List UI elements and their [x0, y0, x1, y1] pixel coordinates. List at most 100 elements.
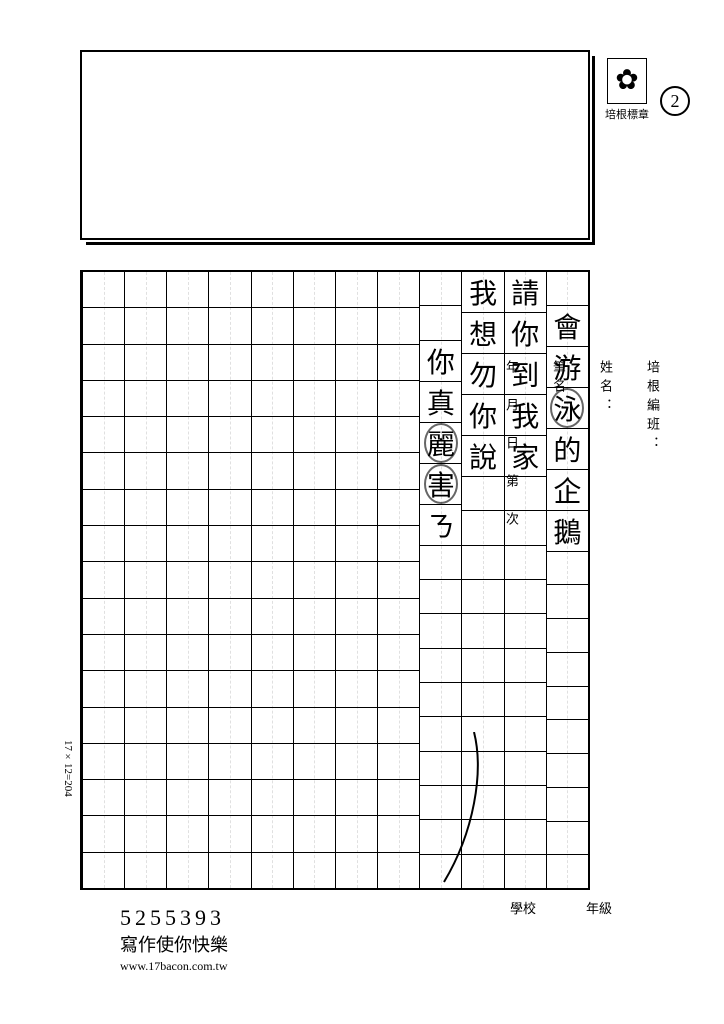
grid-cell: 你 — [462, 395, 503, 436]
grid-cell — [336, 671, 377, 707]
grid-cell — [167, 599, 208, 635]
grid-cell — [378, 381, 419, 417]
logo: ✿ 培根標章 — [605, 58, 649, 138]
grid-cell — [167, 816, 208, 852]
grid-cell — [83, 671, 124, 707]
grid-cell: 你 — [420, 341, 461, 382]
grid-col: 我想勿你說 — [461, 272, 503, 888]
correction-circle — [424, 423, 458, 463]
grid-cell — [378, 417, 419, 453]
grid-cell — [336, 562, 377, 598]
grid-cell — [209, 272, 250, 308]
grid-cell — [252, 816, 293, 852]
grid-cell — [420, 752, 461, 786]
grid-cell — [378, 453, 419, 489]
footer-slogan: 寫作使你快樂 — [120, 931, 228, 957]
grid-cell — [420, 649, 461, 683]
grid-cell — [547, 272, 588, 306]
grid-cell — [378, 853, 419, 888]
title-box — [80, 50, 590, 240]
grid-cell — [125, 671, 166, 707]
grid-cell — [294, 744, 335, 780]
grid-cell — [336, 453, 377, 489]
grid-cell — [294, 671, 335, 707]
grid-col — [251, 272, 293, 888]
grid-col — [166, 272, 208, 888]
grid-cell — [420, 786, 461, 820]
grid-cell: 會 — [547, 306, 588, 347]
grid-cell — [378, 744, 419, 780]
grid-cell — [294, 635, 335, 671]
grid-cell — [125, 308, 166, 344]
grid-cell — [420, 683, 461, 717]
grid-cell: ㄋ — [420, 505, 461, 546]
grid-cell — [252, 744, 293, 780]
grid-cell — [209, 744, 250, 780]
grid-cell — [83, 453, 124, 489]
grid-cell — [167, 562, 208, 598]
grid-cell — [83, 562, 124, 598]
grid-cell — [83, 308, 124, 344]
grid-cell: 我 — [462, 272, 503, 313]
grid-cell — [167, 780, 208, 816]
grid-cell — [462, 546, 503, 580]
grid-cell — [336, 744, 377, 780]
grid-col — [377, 272, 419, 888]
grid-cell — [83, 708, 124, 744]
grid-cell — [252, 780, 293, 816]
label-grade: 年級 — [586, 898, 612, 917]
grid-cell: 說 — [462, 436, 503, 477]
grid-cell — [294, 816, 335, 852]
grid-cell — [209, 381, 250, 417]
grid-col: 你真麗害ㄋ — [419, 272, 461, 888]
grid-col — [335, 272, 377, 888]
side-labels: 培根編班： 姓名： 筆名： 年 月 日 第 次 — [602, 270, 662, 890]
grid-cell — [252, 635, 293, 671]
grid-cell — [167, 490, 208, 526]
bottom-labels: 學校 年級 — [510, 898, 612, 917]
grid-cell — [378, 526, 419, 562]
grid-cell — [209, 490, 250, 526]
grid-cell: 勿 — [462, 354, 503, 395]
grid-cell — [462, 752, 503, 786]
grid-cell — [378, 308, 419, 344]
grid-cell — [125, 453, 166, 489]
grid-cell — [462, 477, 503, 511]
grid-cell — [336, 381, 377, 417]
grid-cell — [336, 345, 377, 381]
grid-cell — [378, 780, 419, 816]
grid-cell — [378, 562, 419, 598]
grid-cell — [209, 453, 250, 489]
grid-cell — [336, 816, 377, 852]
grid-cell — [125, 526, 166, 562]
grid-cell — [167, 708, 208, 744]
logo-label: 培根標章 — [605, 106, 649, 122]
grid-cell — [125, 381, 166, 417]
grid-cell — [462, 855, 503, 888]
grid-cell — [462, 511, 503, 545]
grid-cell — [336, 780, 377, 816]
grid-cell — [167, 635, 208, 671]
grid-cell — [167, 853, 208, 888]
grid-cell: 你 — [505, 313, 546, 354]
grid-cell — [252, 381, 293, 417]
label-school: 學校 — [510, 898, 536, 917]
grid-cell — [125, 853, 166, 888]
grid-cell — [83, 381, 124, 417]
grid-cell — [209, 526, 250, 562]
grid-cell — [252, 417, 293, 453]
grid-cell — [252, 345, 293, 381]
grid-cell — [462, 717, 503, 751]
footer-number: 5255393 — [120, 905, 228, 931]
grid-cell — [167, 272, 208, 308]
grid-cell — [125, 744, 166, 780]
grid-cell — [378, 816, 419, 852]
grid-cell — [167, 453, 208, 489]
grid-cell — [462, 580, 503, 614]
grid-cell — [336, 417, 377, 453]
grid-cell — [167, 381, 208, 417]
grid-cell — [294, 780, 335, 816]
grid-cell — [167, 345, 208, 381]
grid-cell — [209, 635, 250, 671]
footer: 5255393 寫作使你快樂 www.17bacon.com.tw — [120, 905, 228, 974]
